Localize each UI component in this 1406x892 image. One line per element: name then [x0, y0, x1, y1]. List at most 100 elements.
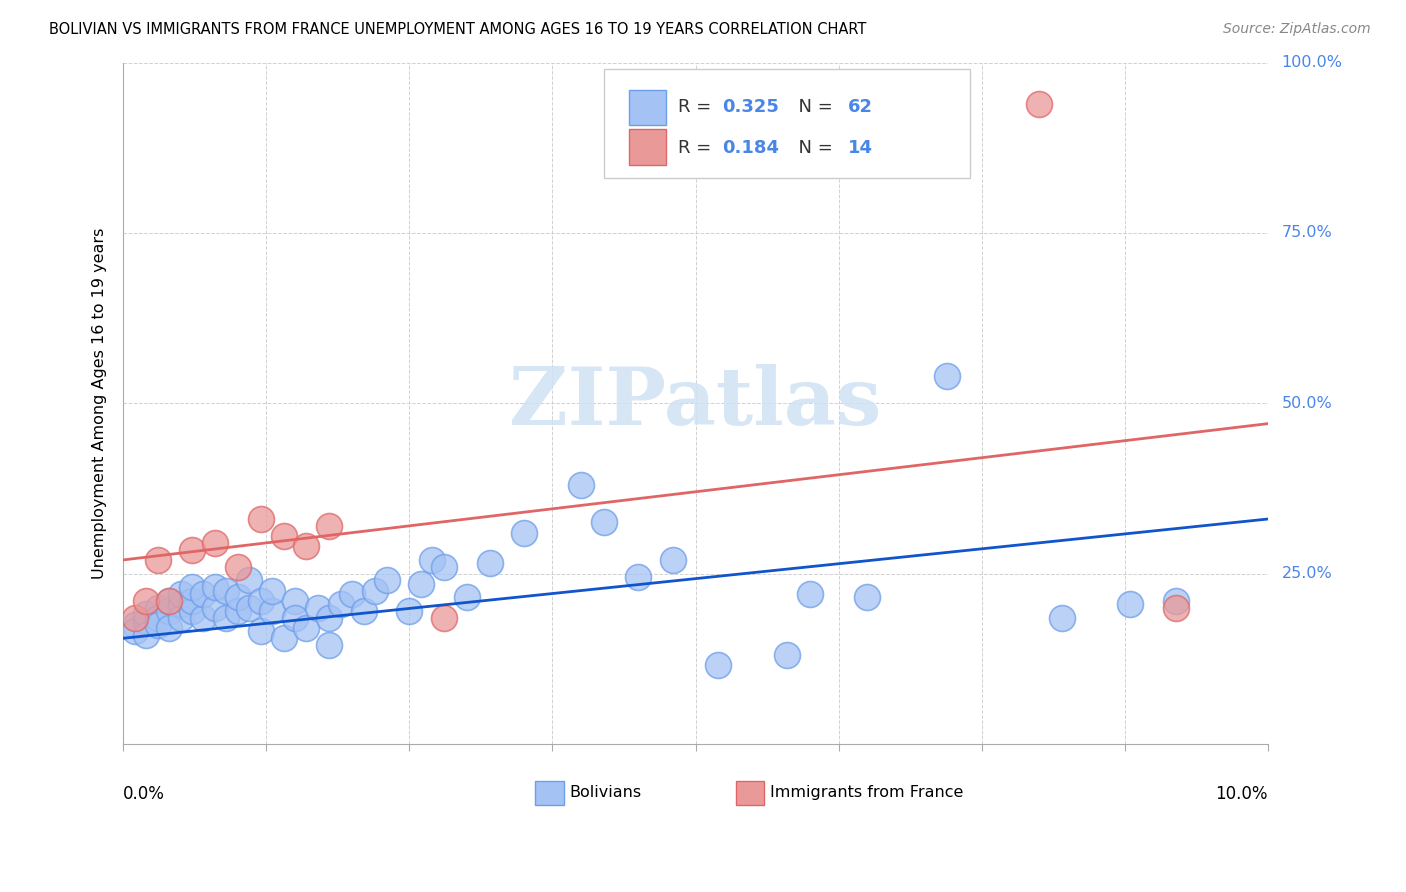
- Point: [124, 617, 146, 632]
- Point: [456, 591, 478, 605]
- Point: [157, 604, 180, 618]
- Point: [215, 583, 238, 598]
- Point: [124, 624, 146, 639]
- Point: [273, 529, 295, 543]
- Point: [661, 553, 683, 567]
- Point: [593, 516, 616, 530]
- Point: [329, 597, 352, 611]
- Point: [249, 512, 271, 526]
- Point: [1166, 600, 1188, 615]
- Point: [433, 611, 456, 625]
- Point: [157, 594, 180, 608]
- Point: [204, 600, 226, 615]
- Point: [146, 600, 169, 615]
- Point: [295, 621, 318, 635]
- Text: BOLIVIAN VS IMMIGRANTS FROM FRANCE UNEMPLOYMENT AMONG AGES 16 TO 19 YEARS CORREL: BOLIVIAN VS IMMIGRANTS FROM FRANCE UNEMP…: [49, 22, 866, 37]
- Point: [340, 587, 363, 601]
- FancyBboxPatch shape: [536, 781, 564, 805]
- Point: [146, 617, 169, 632]
- Point: [157, 621, 180, 635]
- Point: [169, 597, 191, 611]
- Text: 0.184: 0.184: [721, 139, 779, 158]
- Point: [1028, 96, 1050, 111]
- Point: [273, 632, 295, 646]
- Point: [249, 624, 271, 639]
- Point: [157, 594, 180, 608]
- Text: 100.0%: 100.0%: [1281, 55, 1343, 70]
- Point: [238, 574, 260, 588]
- Point: [226, 604, 249, 618]
- Point: [375, 574, 398, 588]
- Point: [146, 553, 169, 567]
- Text: 0.0%: 0.0%: [124, 785, 165, 803]
- Point: [135, 628, 157, 642]
- Point: [707, 658, 730, 673]
- Point: [627, 570, 650, 584]
- Point: [181, 594, 204, 608]
- Point: [353, 604, 375, 618]
- Point: [364, 583, 387, 598]
- Point: [307, 600, 329, 615]
- Point: [409, 576, 432, 591]
- Text: 14: 14: [848, 139, 873, 158]
- Text: 0.325: 0.325: [721, 98, 779, 116]
- Text: 25.0%: 25.0%: [1281, 566, 1333, 581]
- Point: [1050, 611, 1073, 625]
- Point: [169, 611, 191, 625]
- Point: [420, 553, 443, 567]
- Point: [226, 591, 249, 605]
- Point: [799, 587, 821, 601]
- Point: [1166, 594, 1188, 608]
- Point: [1119, 597, 1142, 611]
- FancyBboxPatch shape: [628, 90, 666, 125]
- Point: [856, 591, 879, 605]
- Text: Bolivians: Bolivians: [569, 785, 641, 800]
- Point: [262, 604, 284, 618]
- Text: 75.0%: 75.0%: [1281, 226, 1333, 241]
- Point: [513, 525, 536, 540]
- Point: [936, 369, 959, 384]
- Point: [398, 604, 420, 618]
- FancyBboxPatch shape: [735, 781, 765, 805]
- Point: [181, 604, 204, 618]
- Point: [318, 638, 340, 652]
- Point: [262, 583, 284, 598]
- Point: [226, 559, 249, 574]
- Point: [124, 611, 146, 625]
- Y-axis label: Unemployment Among Ages 16 to 19 years: Unemployment Among Ages 16 to 19 years: [93, 227, 107, 579]
- Text: Immigrants from France: Immigrants from France: [770, 785, 963, 800]
- Point: [204, 580, 226, 594]
- Text: ZIPatlas: ZIPatlas: [509, 364, 882, 442]
- Point: [193, 587, 215, 601]
- Point: [181, 542, 204, 557]
- FancyBboxPatch shape: [605, 70, 970, 178]
- Text: 50.0%: 50.0%: [1281, 396, 1333, 410]
- Point: [135, 614, 157, 628]
- Point: [169, 587, 191, 601]
- Point: [284, 611, 307, 625]
- Text: N =: N =: [787, 98, 838, 116]
- Point: [478, 557, 501, 571]
- Text: Source: ZipAtlas.com: Source: ZipAtlas.com: [1223, 22, 1371, 37]
- Point: [146, 611, 169, 625]
- Point: [204, 536, 226, 550]
- Point: [181, 580, 204, 594]
- FancyBboxPatch shape: [628, 129, 666, 165]
- Point: [215, 611, 238, 625]
- Text: R =: R =: [678, 98, 717, 116]
- Point: [318, 519, 340, 533]
- Point: [238, 600, 260, 615]
- Point: [193, 611, 215, 625]
- Point: [318, 611, 340, 625]
- Text: N =: N =: [787, 139, 838, 158]
- Point: [569, 478, 592, 492]
- Text: 10.0%: 10.0%: [1215, 785, 1268, 803]
- Point: [135, 607, 157, 622]
- Point: [776, 648, 799, 663]
- Point: [433, 559, 456, 574]
- Text: R =: R =: [678, 139, 717, 158]
- Point: [135, 594, 157, 608]
- Point: [295, 539, 318, 553]
- Point: [249, 594, 271, 608]
- Point: [284, 594, 307, 608]
